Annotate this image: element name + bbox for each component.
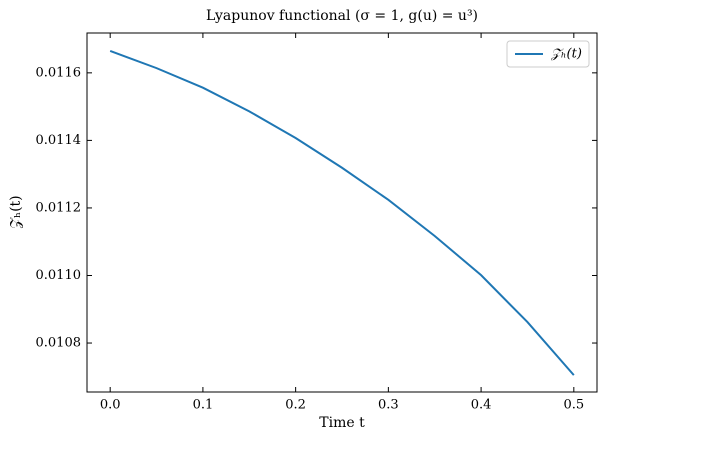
legend-box xyxy=(506,40,590,68)
y-axis-label: 𝒵ₕ(t) xyxy=(8,195,24,228)
legend-label: 𝒵ₕ(t) xyxy=(550,47,582,62)
x-axis-label: Time t xyxy=(319,415,365,431)
y-tick-label: 0.0112 xyxy=(36,200,82,215)
x-tick-label: 0.4 xyxy=(471,398,492,413)
chart-title: Lyapunov functional (σ = 1, g(u) = u³) xyxy=(206,8,478,24)
x-tick-label: 0.5 xyxy=(563,398,584,413)
y-tick-label: 0.0114 xyxy=(36,133,82,148)
plot-frame xyxy=(86,32,598,393)
y-tick-label: 0.0110 xyxy=(36,268,82,283)
x-tick-label: 0.2 xyxy=(285,398,306,413)
x-tick-label: 0.0 xyxy=(100,398,121,413)
y-tick-label: 0.0116 xyxy=(36,65,82,80)
x-tick-label: 0.3 xyxy=(378,398,399,413)
x-tick-label: 0.1 xyxy=(193,398,214,413)
y-tick-label: 0.0108 xyxy=(36,336,82,351)
line-series xyxy=(109,49,575,376)
